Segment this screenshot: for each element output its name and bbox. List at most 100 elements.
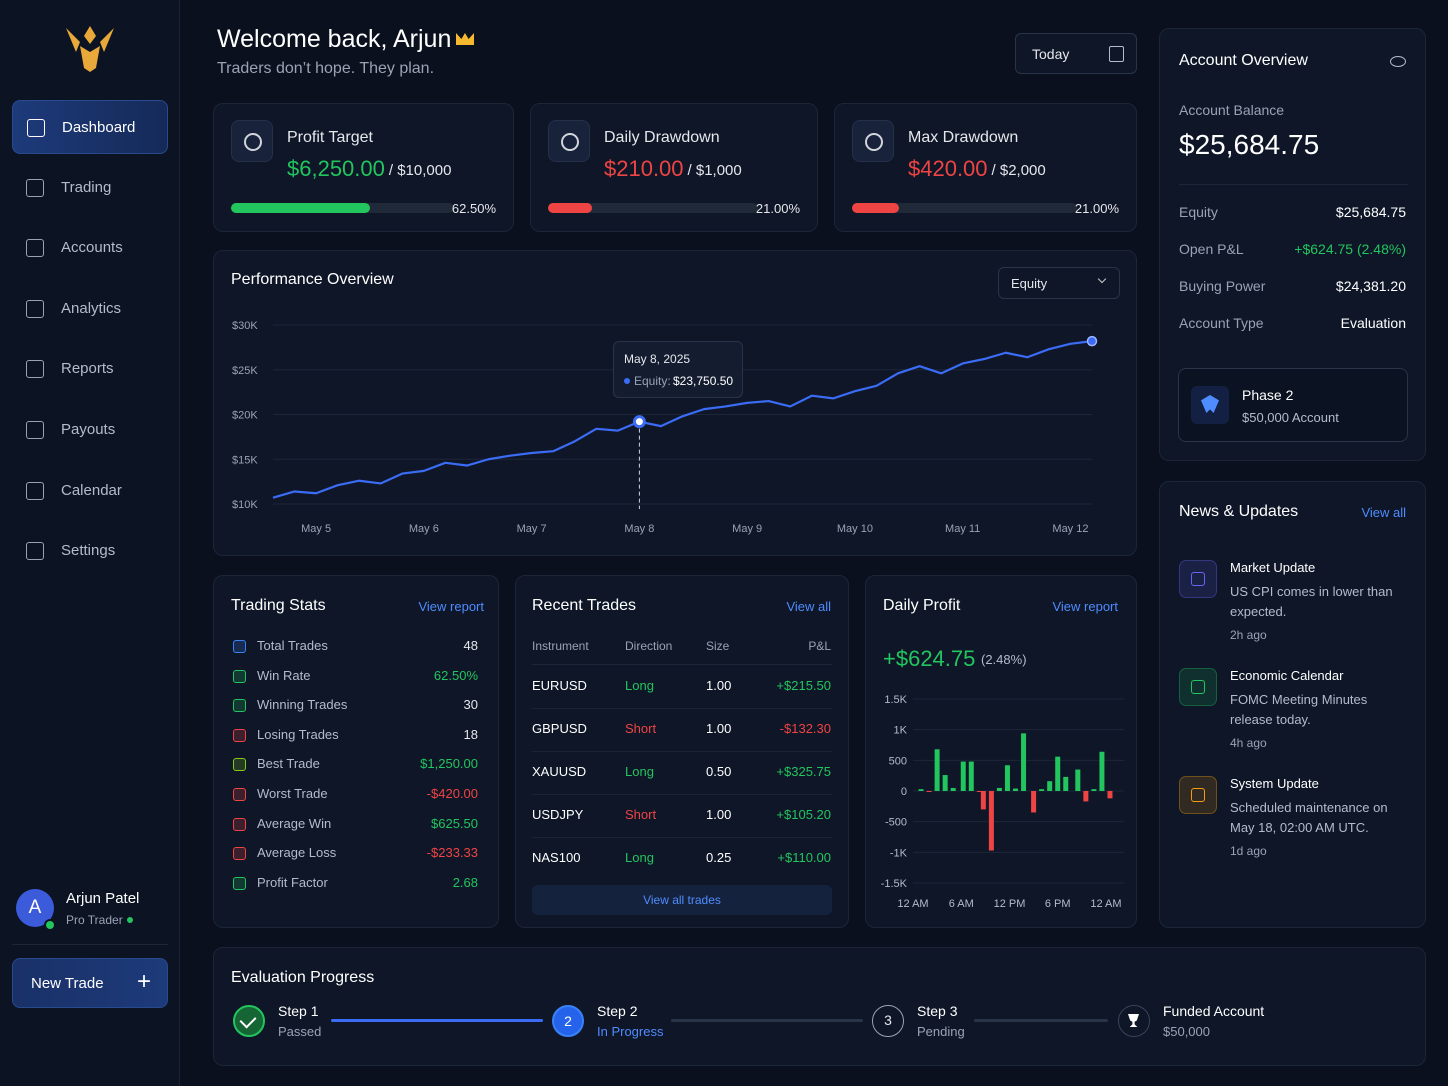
nav-icon [26, 421, 44, 439]
news-icon-glyph [1191, 572, 1205, 586]
y-tick-label: 500 [889, 755, 907, 767]
target-limit: / $2,000 [991, 162, 1046, 179]
nav-item[interactable]: Analytics [12, 282, 168, 336]
card-title: Recent Trades [532, 597, 637, 614]
new-trade-button[interactable]: New Trade + [12, 958, 168, 1008]
account-label: Account Type [1179, 315, 1264, 331]
date-label: Today [1032, 46, 1070, 62]
pnl: +$110.00 [777, 850, 831, 865]
plus-icon: + [137, 968, 152, 995]
series-selector[interactable]: Equity [998, 267, 1120, 299]
evaluation-card: Evaluation Progress Step 1 Passed 2 Step 2 In… [213, 947, 1426, 1066]
nav-icon [26, 360, 44, 379]
bar-chart: 1.5K 1K 500 0 -500 -1K -1.5K 12 AM 6 AM 12 PM 6 PM… [881, 694, 1124, 910]
account-value: $24,381.20 [1335, 278, 1406, 294]
nav-item[interactable]: Reports [12, 342, 168, 396]
news-card: News & Updates View all Market Update US CP… [1159, 481, 1426, 928]
bar [1031, 791, 1037, 813]
news-time: 1d ago [1230, 844, 1267, 858]
stat-value: 18 [463, 726, 478, 742]
progress-fill [548, 203, 593, 213]
daily-profit-card: Daily Profit View report +$624.75 (2.48%) 1.… [865, 575, 1137, 928]
bar [1107, 791, 1113, 799]
direction: Long [625, 850, 654, 865]
bar [976, 791, 982, 792]
bar [1039, 789, 1045, 791]
y-tick-label: -1.5K [881, 878, 908, 890]
target-icon-glyph [865, 133, 883, 151]
x-tick-label: 6 AM [949, 898, 974, 910]
bar [918, 789, 924, 791]
nav-item[interactable]: Dashboard [12, 100, 168, 154]
row-divider [532, 708, 832, 709]
direction: Short [625, 721, 657, 736]
nav-item[interactable]: Payouts [12, 403, 168, 457]
account-overview-card: Account Overview Account Balance $25,684.7… [1159, 28, 1426, 461]
step-status: $50,000 [1163, 1024, 1210, 1039]
nav-icon [26, 239, 44, 258]
stat-label: Losing Trades [257, 726, 339, 742]
balance-label: Account Balance [1179, 102, 1285, 118]
column-header: Instrument [532, 639, 589, 653]
target-title: Max Drawdown [908, 129, 1019, 146]
view-all-trades-button[interactable]: View all trades [532, 885, 832, 915]
nav-label: Trading [61, 178, 112, 196]
sidebar: Dashboard Trading Accounts Analytics Reports… [0, 0, 180, 1086]
bar [988, 791, 994, 851]
nav-item[interactable]: Trading [12, 161, 168, 215]
size: 1.00 [706, 678, 732, 693]
x-tick-label: May 5 [301, 523, 331, 535]
progress-track [852, 203, 1077, 213]
card-link[interactable]: View report [1052, 599, 1118, 614]
stat-label: Win Rate [257, 667, 311, 683]
card-link[interactable]: View report [418, 599, 484, 614]
x-tick-label: 12 AM [897, 898, 928, 910]
direction: Long [625, 678, 654, 693]
instrument: NAS100 [532, 850, 581, 865]
card-link[interactable]: View all [786, 599, 831, 614]
eye-icon[interactable] [1390, 56, 1406, 67]
y-tick-label: 1.5K [884, 694, 907, 706]
stat-value: 62.50% [433, 667, 478, 683]
direction: Short [625, 807, 657, 822]
news-text: FOMC Meeting Minutes release today. [1230, 692, 1368, 727]
stat-label: Profit Factor [257, 874, 328, 890]
instrument: USDJPY [532, 807, 584, 822]
tooltip: May 8, 2025 Equity: $23,750.50 [613, 341, 743, 398]
news-title: Market Update [1230, 560, 1316, 575]
stat-icon [233, 758, 246, 772]
account-label: Buying Power [1179, 278, 1266, 294]
y-tick-label: -1K [890, 847, 908, 859]
nav-item[interactable]: Calendar [12, 464, 168, 518]
nav-label: Calendar [61, 481, 122, 499]
row-divider [532, 837, 832, 838]
pnl: +$105.20 [776, 807, 831, 822]
step-status: Passed [278, 1024, 322, 1039]
y-tick-label: $10K [232, 499, 258, 511]
size: 0.25 [706, 850, 732, 865]
user-name: Arjun Patel [66, 890, 140, 907]
y-tick-label: $20K [232, 410, 258, 422]
account-label: Open P&L [1179, 241, 1244, 257]
step-marker: 3 [872, 1005, 904, 1037]
stat-label: Average Loss [257, 845, 337, 861]
stat-label: Average Win [257, 815, 332, 831]
nav-item[interactable]: Accounts [12, 221, 168, 275]
line-chart: $10K $15K $20K $25K $30K May 5 May 6 May 7 May 8… [232, 320, 1098, 535]
card-title: Daily Profit [883, 597, 961, 614]
account-value: Evaluation [1340, 315, 1406, 331]
date-button[interactable]: Today [1015, 33, 1137, 74]
bar [980, 791, 986, 810]
pnl: +$215.50 [776, 678, 831, 693]
card-link[interactable]: View all [1361, 505, 1406, 520]
news-title: System Update [1230, 776, 1319, 791]
step-marker: 2 [552, 1005, 584, 1037]
calendar-icon [1109, 46, 1124, 62]
phase-title: Phase 2 [1242, 387, 1294, 403]
nav-label: Payouts [61, 421, 116, 438]
progress-connector [331, 1019, 543, 1022]
trophy-icon [1128, 1014, 1139, 1027]
nav-item[interactable]: Settings [12, 524, 168, 578]
tooltip-dot [624, 378, 630, 384]
row-divider [532, 751, 832, 752]
